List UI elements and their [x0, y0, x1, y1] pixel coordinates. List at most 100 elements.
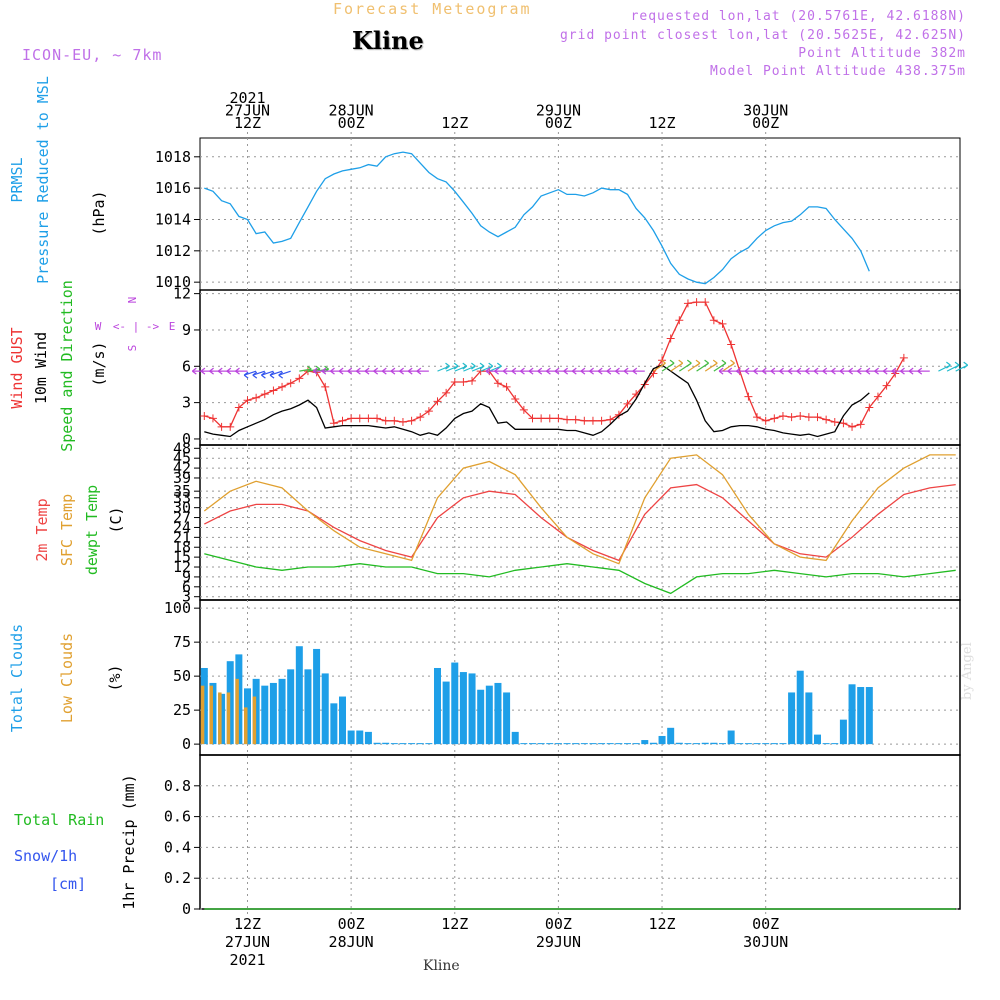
direction-arrow-head: [471, 362, 476, 370]
total-cloud-bar: [736, 743, 744, 745]
panel-label: [cm]: [50, 875, 86, 893]
y-tick-label: 1016: [155, 179, 191, 197]
direction-arrow-head: [954, 361, 960, 369]
gust-marker: [770, 414, 779, 423]
gust-marker: [727, 340, 736, 349]
direction-arrow-head: [462, 362, 468, 370]
direction-arrow-head: [312, 367, 318, 375]
direction-arrow-head: [589, 367, 594, 375]
low-cloud-bar: [252, 696, 257, 745]
direction-arrow-head: [243, 371, 249, 379]
y-tick-label: 0: [182, 735, 191, 753]
total-cloud-bar: [693, 743, 701, 745]
direction-arrow-head: [364, 367, 370, 375]
y-tick-label: 42: [173, 459, 191, 477]
total-cloud-bar: [451, 662, 459, 745]
total-cloud-bar: [546, 743, 554, 745]
top-time-label: 00Z: [338, 114, 365, 132]
y-tick-label: 18: [173, 538, 191, 556]
direction-arrow-head: [546, 367, 551, 375]
total-cloud-bar: [529, 743, 536, 745]
total-cloud-bar: [330, 703, 338, 745]
direction-arrow-head: [209, 367, 214, 375]
gust-marker: [545, 414, 554, 423]
gust-marker: [278, 382, 287, 391]
direction-arrow-head: [347, 367, 353, 375]
low-cloud-bar: [244, 707, 248, 745]
total-cloud-bar: [865, 687, 873, 745]
direction-arrow-head: [321, 367, 327, 375]
direction-arrow: [243, 370, 257, 376]
total-cloud-bar: [649, 742, 657, 745]
low-cloud-bar: [200, 685, 205, 745]
direction-arrow-head: [865, 367, 871, 375]
total-cloud-bar: [857, 687, 865, 745]
direction-arrow-head: [191, 367, 197, 375]
gust-marker: [200, 411, 209, 420]
info-point-altitude: Point Altitude 382m: [798, 46, 966, 61]
gust-marker: [563, 415, 572, 424]
gust-marker: [873, 392, 882, 401]
total-cloud-bar: [287, 669, 295, 745]
total-cloud-bar: [434, 667, 441, 745]
direction-arrow-head: [721, 359, 727, 367]
total-cloud-bar: [796, 670, 804, 745]
gust-marker: [208, 414, 217, 423]
y-tick-label: 100: [164, 599, 191, 617]
total-cloud-bar: [839, 719, 847, 745]
total-cloud-bar: [520, 743, 528, 745]
direction-arrow-head: [445, 362, 450, 370]
top-time-label: 12Z: [234, 114, 261, 132]
y-tick-label: 0: [182, 430, 191, 448]
bottom-time-label: 12Z: [441, 915, 468, 933]
gust-marker: [709, 316, 718, 325]
total-cloud-bar: [727, 730, 735, 745]
total-cloud-bar: [572, 743, 580, 745]
total-cloud-bar: [356, 730, 364, 745]
direction-arrow-head: [390, 367, 396, 375]
direction-arrow-head: [217, 367, 223, 375]
total-cloud-bar: [459, 672, 467, 745]
unit-label: (hPa): [90, 190, 108, 235]
panel-label: 10m Wind: [32, 332, 50, 404]
y-tick-label: 25: [173, 701, 191, 719]
unit-label: (%): [106, 664, 124, 691]
direction-arrow-head: [373, 367, 379, 375]
total-cloud-bar: [416, 743, 424, 745]
panel-frame: [199, 289, 961, 446]
low-cloud-bar: [235, 678, 239, 745]
gust-marker: [856, 420, 865, 429]
gust-marker: [321, 382, 330, 391]
gust-marker: [804, 413, 813, 422]
direction-arrow-head: [856, 367, 862, 375]
gust-marker: [666, 334, 675, 343]
wind-line: [204, 364, 870, 438]
y-tick-label: 39: [173, 469, 191, 487]
direction-arrow-head: [597, 367, 603, 375]
y-tick-label: 12: [173, 558, 191, 576]
direction-arrow-head: [839, 367, 845, 375]
gust-marker: [761, 416, 770, 425]
top-time-label: 27JUN: [225, 102, 270, 120]
compass-arrows: <- | ->: [113, 320, 160, 333]
low-cloud-bar: [218, 692, 222, 745]
gust-marker: [459, 378, 468, 387]
total-cloud-bar: [269, 682, 277, 745]
info-model-altitude: Model Point Altitude 438.375m: [710, 64, 966, 79]
direction-arrow-head: [686, 359, 692, 367]
direction-arrow-head: [453, 362, 459, 370]
panel-label: Total Rain: [14, 811, 104, 829]
y-tick-label: 75: [173, 633, 191, 651]
total-cloud-bar: [632, 743, 640, 745]
top-time-label: 28JUN: [329, 102, 374, 120]
y-tick-label: 12: [173, 285, 191, 303]
direction-arrow-head: [761, 367, 767, 375]
gust-marker: [355, 414, 364, 423]
panel-label: Total Clouds: [8, 624, 26, 732]
temp2m-line: [204, 483, 956, 562]
panel-label: Speed and Direction: [58, 280, 76, 452]
gust-marker: [260, 390, 269, 399]
total-cloud-bar: [425, 743, 433, 745]
gust-marker: [373, 414, 382, 423]
direction-arrow-head: [813, 367, 819, 375]
